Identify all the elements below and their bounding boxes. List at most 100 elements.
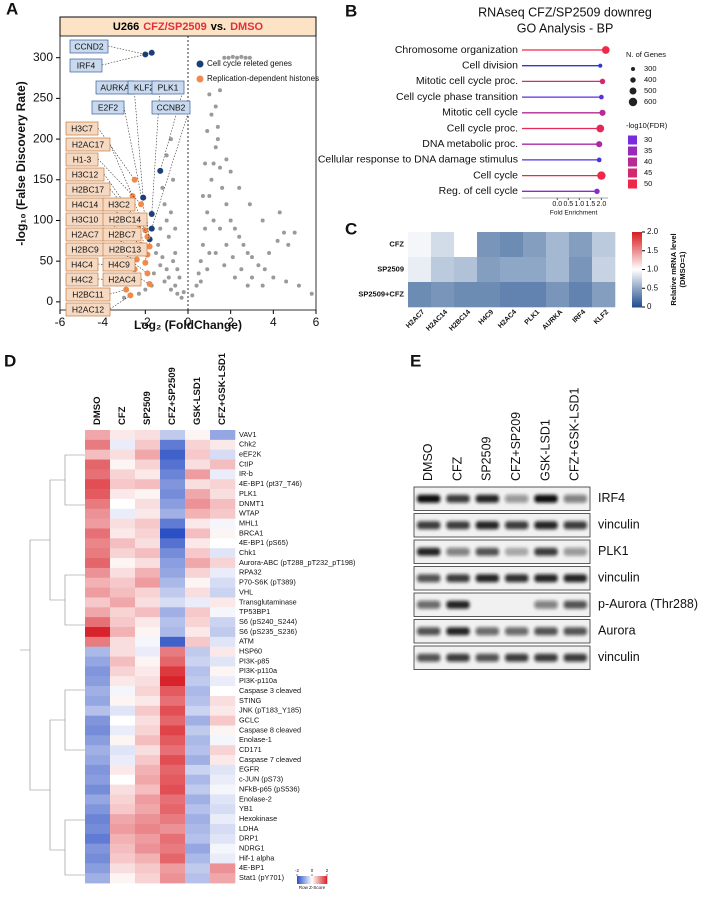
heatmap-cell <box>210 814 236 825</box>
heatmap-cell <box>160 656 186 667</box>
heatmap-cell <box>210 508 236 519</box>
heatmap-cell <box>160 695 186 707</box>
colorbar-segment <box>297 876 299 884</box>
colorbar-segment <box>632 297 642 300</box>
y-tick-label: 150 <box>33 172 53 186</box>
heatmap-cell <box>85 784 111 795</box>
heatmap-cell <box>85 567 111 579</box>
heatmap-cell <box>454 282 478 308</box>
colorbar-segment <box>632 295 642 299</box>
heatmap-cell <box>185 577 211 588</box>
band <box>417 653 441 662</box>
y-tick-label: 50 <box>40 253 54 267</box>
heatmap-cell <box>185 528 211 539</box>
row-label: MHL1 <box>239 518 258 527</box>
heatmap-cell <box>185 764 211 776</box>
title-part: vs. <box>211 21 226 33</box>
column-label: AURKA <box>541 309 564 332</box>
heatmap-cell <box>160 459 186 470</box>
point <box>224 157 229 162</box>
point <box>213 104 218 109</box>
colorbar-segment <box>299 876 301 884</box>
heatmap-cell <box>135 597 161 608</box>
heatmap-cell <box>210 676 236 687</box>
category-label: Mitotic cell cycle <box>442 107 518 119</box>
lane-label: DMSO <box>421 443 435 481</box>
colorbar-segment <box>632 277 642 280</box>
point <box>218 226 222 231</box>
heatmap-cell <box>110 607 136 618</box>
y-tick-label: 100 <box>33 213 53 227</box>
heatmap-cell <box>210 745 236 756</box>
band <box>446 653 470 662</box>
label-box <box>102 212 148 227</box>
colorbar-label: Relative mRNA level <box>669 233 678 305</box>
leader-line <box>107 45 146 55</box>
point <box>209 177 214 182</box>
heatmap-cell <box>135 449 161 460</box>
colorbar-segment <box>632 290 642 293</box>
heatmap-cell <box>110 656 136 667</box>
heatmap-cell <box>160 833 186 844</box>
legend-marker <box>196 75 204 83</box>
colorbar-segment <box>300 876 302 884</box>
dendrogram <box>20 454 85 876</box>
point-label: H2AC17 <box>72 139 104 149</box>
heatmap-cell <box>110 479 136 490</box>
colorbar-segment <box>632 267 642 270</box>
row-label: DRP1 <box>239 834 258 843</box>
blot-label: Aurora <box>598 624 636 638</box>
band <box>505 601 528 609</box>
lollipop-dot <box>601 46 610 54</box>
heatmap-cell <box>85 843 111 854</box>
point <box>309 291 314 296</box>
point-label: H2AC12 <box>72 304 104 314</box>
colorbar-segment <box>632 293 642 297</box>
blot-label: PLK1 <box>598 544 629 558</box>
colorbar-segment <box>320 876 322 884</box>
heatmap-cell <box>85 646 111 657</box>
heatmap-cell <box>160 479 186 490</box>
heatmap-cell <box>185 646 211 657</box>
point <box>168 287 173 292</box>
category-label: DNA metabolic proc. <box>422 138 518 150</box>
heatmap-cell <box>85 755 111 766</box>
heatmap-cell <box>85 804 111 815</box>
point-label: H1-3 <box>73 154 92 164</box>
point <box>205 128 210 133</box>
point <box>131 176 138 183</box>
heatmap-cell <box>408 257 432 283</box>
label-box <box>65 167 105 182</box>
blot-label: vinculin <box>598 571 640 585</box>
heatmap-cell <box>110 824 136 835</box>
band <box>505 494 529 503</box>
point <box>158 226 163 231</box>
point <box>175 267 180 272</box>
row-label: Enolase-2 <box>239 794 272 803</box>
band <box>534 521 558 530</box>
colorbar-segment <box>632 243 642 246</box>
colorbar-segment <box>632 275 642 278</box>
legend-title: -log10(FDR) <box>626 121 668 130</box>
heatmap-cell <box>85 607 111 618</box>
heatmap-cell <box>110 843 136 854</box>
y-tick-label: 300 <box>33 50 53 64</box>
heatmap-cell <box>135 656 161 667</box>
heatmap-cell <box>135 853 161 864</box>
point <box>173 283 178 288</box>
band <box>417 547 441 556</box>
heatmap-cell <box>210 627 236 638</box>
heatmap-cell <box>110 774 136 785</box>
colorbar-segment <box>324 876 326 884</box>
heatmap-cell <box>135 607 161 618</box>
point <box>239 54 244 59</box>
x-tick-label: 2 <box>227 315 234 329</box>
colorbar-segment <box>304 876 306 884</box>
point <box>247 55 252 60</box>
heatmap-cell <box>185 774 211 785</box>
heatmap-cell <box>185 686 211 697</box>
heatmap-cell <box>477 257 501 283</box>
colorbar-segment <box>632 305 642 308</box>
colorbar-segment <box>317 876 319 884</box>
heatmap-cell <box>110 430 136 441</box>
